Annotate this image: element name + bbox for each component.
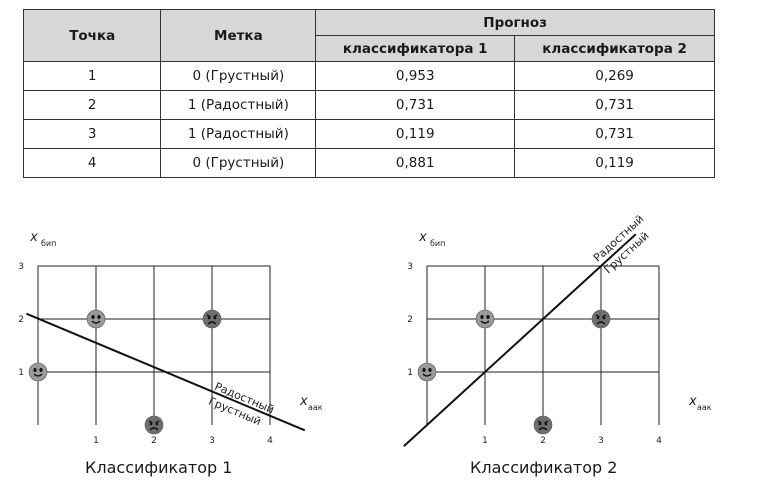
cell-label: 0 (Грустный) <box>160 148 317 178</box>
header-classifier-2: классификатора 2 <box>514 35 715 62</box>
table-row: 4 0 (Грустный) 0,881 0,119 <box>22 148 715 178</box>
point-sad-face-icon <box>202 309 222 329</box>
cell-c1: 0,731 <box>315 90 516 120</box>
point-happy-face-icon <box>28 362 48 382</box>
classifier-2-caption: Классификатор 2 <box>470 458 618 477</box>
x-tick-label: 3 <box>598 436 604 446</box>
cell-c2: 0,119 <box>514 148 715 178</box>
cell-c1: 0,881 <box>315 148 516 178</box>
header-classifier-1: классификатора 1 <box>315 35 516 62</box>
cell-c1: 0,953 <box>315 61 516 91</box>
point-happy-face-icon <box>86 309 106 329</box>
y-tick-label: 3 <box>407 262 413 272</box>
x-axis-label: x <box>299 394 308 409</box>
y-axis-label: x <box>29 230 38 245</box>
cell-point: 3 <box>22 119 162 149</box>
x-tick-label: 4 <box>656 436 662 446</box>
point-sad-face-icon <box>591 309 611 329</box>
predictions-table: Точка Метка Прогноз классификатора 1 кла… <box>22 9 715 178</box>
x-axis-label: x <box>688 394 697 409</box>
point-sad-face-icon <box>144 415 164 435</box>
table-row: 3 1 (Радостный) 0,119 0,731 <box>22 119 715 149</box>
cell-c2: 0,269 <box>514 61 715 91</box>
x-axis-label-subscript: аак <box>697 403 712 412</box>
cell-label: 1 (Радостный) <box>160 119 317 149</box>
point-sad-face-icon <box>533 415 553 435</box>
point-happy-face-icon <box>475 309 495 329</box>
x-tick-label: 1 <box>93 436 99 446</box>
cell-point: 1 <box>22 61 162 91</box>
y-tick-label: 1 <box>407 368 413 378</box>
classifier-1-caption: Классификатор 1 <box>85 458 233 477</box>
header-forecast: Прогноз <box>315 9 715 36</box>
x-tick-label: 4 <box>267 436 273 446</box>
cell-c1: 0,119 <box>315 119 516 149</box>
y-tick-label: 2 <box>407 315 413 325</box>
x-tick-label: 3 <box>209 436 215 446</box>
x-tick-label: 2 <box>151 436 157 446</box>
cell-point: 4 <box>22 148 162 178</box>
x-axis-label-subscript: аак <box>308 403 323 412</box>
cell-c2: 0,731 <box>514 90 715 120</box>
x-tick-label: 1 <box>482 436 488 446</box>
grid <box>426 265 660 425</box>
table-row: 2 1 (Радостный) 0,731 0,731 <box>22 90 715 120</box>
cell-label: 0 (Грустный) <box>160 61 317 91</box>
table-row: 1 0 (Грустный) 0,953 0,269 <box>22 61 715 91</box>
y-tick-label: 1 <box>18 368 24 378</box>
y-tick-label: 2 <box>18 315 24 325</box>
cell-label: 1 (Радостный) <box>160 90 317 120</box>
y-axis-label-subscript: бип <box>41 239 56 248</box>
point-happy-face-icon <box>417 362 437 382</box>
y-axis-label: x <box>418 230 427 245</box>
decision-boundary-line <box>26 312 306 432</box>
decision-boundary-line <box>403 233 637 447</box>
cell-c2: 0,731 <box>514 119 715 149</box>
x-tick-label: 2 <box>540 436 546 446</box>
y-axis-label-subscript: бип <box>430 239 445 248</box>
grid <box>37 265 271 425</box>
cell-point: 2 <box>22 90 162 120</box>
header-label: Метка <box>160 9 317 62</box>
header-point: Точка <box>22 9 162 62</box>
y-tick-label: 3 <box>18 262 24 272</box>
